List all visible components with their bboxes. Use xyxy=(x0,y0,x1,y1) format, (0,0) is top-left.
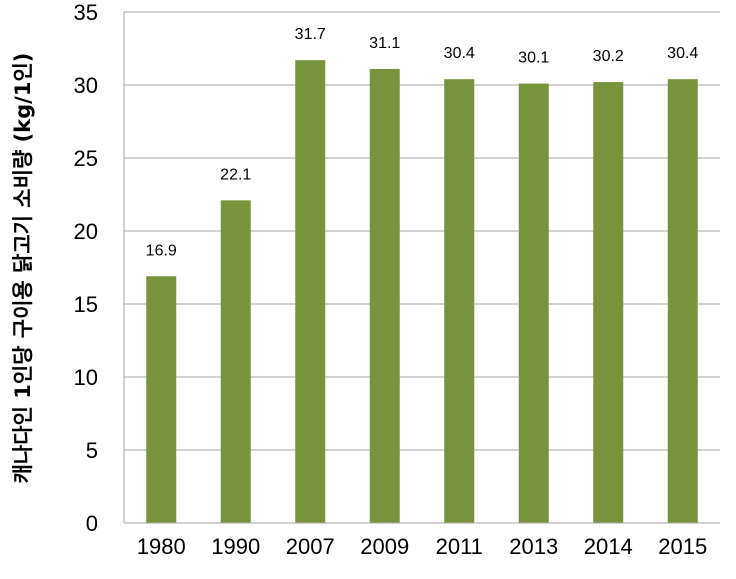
bar-2015 xyxy=(667,79,698,523)
x-tick-label: 2009 xyxy=(360,534,409,559)
data-labels: 16.9 22.1 31.7 31.1 30.4 30.1 30.2 30.4 xyxy=(146,26,699,259)
y-tick-label: 20 xyxy=(74,219,98,244)
x-tick-label: 1990 xyxy=(211,534,260,559)
data-label: 31.1 xyxy=(369,35,400,52)
data-label: 16.9 xyxy=(146,242,177,259)
data-label: 30.4 xyxy=(667,45,698,62)
gridlines xyxy=(123,11,720,523)
y-tick-label: 15 xyxy=(74,292,98,317)
y-tick-label: 0 xyxy=(86,511,98,536)
bar-2014 xyxy=(593,82,624,523)
x-tick-label: 2011 xyxy=(436,534,483,559)
y-axis-ticks: 0 5 10 15 20 25 30 35 xyxy=(74,0,98,536)
y-tick-label: 30 xyxy=(74,73,98,98)
x-tick-label: 2015 xyxy=(658,534,707,559)
x-tick-label: 2014 xyxy=(584,534,633,559)
x-axis-ticks: 1980 1990 2007 2009 2011 2013 2014 2015 xyxy=(137,534,707,559)
x-tick-label: 2013 xyxy=(509,534,558,559)
data-label: 31.7 xyxy=(295,26,326,43)
data-label: 30.4 xyxy=(444,45,475,62)
bar-2007 xyxy=(295,60,326,524)
x-tick-label: 1980 xyxy=(137,534,186,559)
bar-2013 xyxy=(518,83,549,523)
data-label: 30.1 xyxy=(518,50,549,67)
x-tick-label: 2007 xyxy=(286,534,335,559)
y-tick-label: 35 xyxy=(74,0,98,25)
bar-2009 xyxy=(369,68,400,523)
y-tick-label: 5 xyxy=(86,438,98,463)
y-tick-label: 25 xyxy=(74,146,98,171)
bar-1990 xyxy=(220,200,251,523)
bars xyxy=(146,60,698,524)
bar-2011 xyxy=(444,79,475,523)
bar-1980 xyxy=(146,276,177,523)
data-label: 22.1 xyxy=(220,166,251,183)
y-tick-label: 10 xyxy=(74,365,98,390)
data-label: 30.2 xyxy=(593,48,624,65)
